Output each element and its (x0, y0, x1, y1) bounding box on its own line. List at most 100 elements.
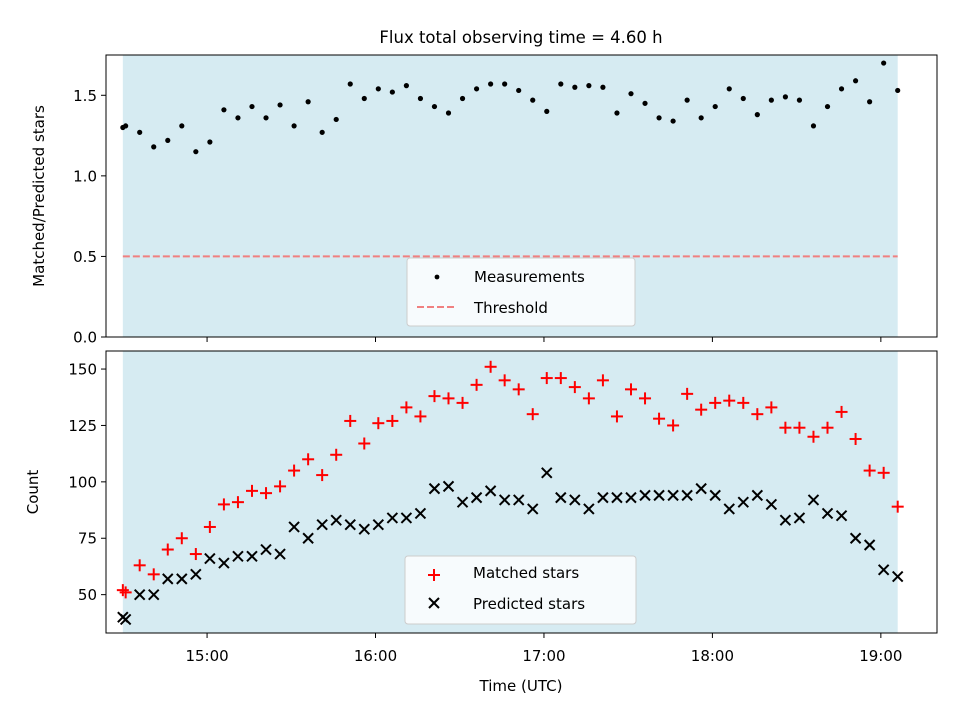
matched-star-point (217, 498, 230, 511)
predicted-star-point (190, 568, 202, 581)
predicted-star-point (133, 588, 146, 601)
matched-star-point (330, 448, 343, 461)
predicted-star-point (723, 503, 735, 515)
measurement-point (179, 123, 185, 129)
measurement-point (263, 115, 269, 121)
measurement-point (516, 87, 522, 94)
matched-star-point (245, 484, 258, 497)
predicted-star-point (470, 491, 483, 504)
predicted-star-point (877, 564, 890, 576)
predicted-star-point (288, 521, 300, 533)
measurement-point (151, 144, 157, 150)
measurement-point (473, 86, 480, 92)
matched-star-point (765, 401, 778, 414)
predicted-star-point (316, 519, 328, 531)
measurement-point (333, 116, 339, 123)
predicted-star-point (442, 480, 455, 493)
matched-star-point (316, 469, 329, 482)
matched-star-point (203, 520, 216, 533)
xtick-label: 15:00 (185, 647, 228, 665)
measurement-point (712, 103, 718, 110)
measurement-point (684, 97, 690, 103)
predicted-star-point (709, 489, 721, 502)
matched-star-point (723, 394, 736, 407)
xtick-label: 16:00 (354, 647, 397, 665)
measurement-point (740, 95, 746, 102)
count-panel-frame (105, 350, 938, 634)
matched-star-point (610, 410, 623, 423)
predicted-star-point (555, 491, 567, 504)
matched-star-point (737, 396, 750, 409)
measurement-point (389, 89, 395, 95)
chart-title: Flux total observing time = 4.60 h (379, 28, 662, 47)
predicted-star-point (681, 489, 693, 502)
matched-star-point (709, 396, 722, 409)
matched-star-point (428, 390, 441, 403)
ratio-legend: Measurements Threshold (406, 257, 636, 327)
bottom-ytick-label: 125 (68, 417, 97, 435)
measurement-point (347, 81, 353, 87)
top-ylabel: Matched/Predicted stars (30, 105, 48, 287)
measurement-point (403, 83, 409, 89)
measurement-point (810, 123, 817, 129)
matched-star-point (863, 464, 876, 477)
measurement-point (656, 115, 662, 121)
measurement-point (530, 97, 536, 103)
predicted-star-point (400, 512, 413, 524)
bottom-ylabel: Count (24, 470, 42, 515)
measurement-point (305, 99, 311, 105)
bottom-ytick-label: 150 (68, 361, 97, 379)
measurement-point (670, 118, 676, 124)
predicted-star-point (274, 548, 286, 560)
matched-star-point (835, 405, 848, 418)
matched-star-point (231, 496, 244, 509)
xtick-label: 19:00 (859, 647, 902, 665)
measurement-point (544, 108, 550, 114)
measurement-point (572, 84, 578, 90)
matched-star-point (639, 392, 652, 405)
matched-star-point (624, 383, 637, 396)
predicted-star-point (793, 512, 806, 524)
predicted-star-point (583, 503, 595, 515)
measurement-point (768, 97, 774, 103)
predicted-star-point (512, 494, 525, 506)
matched-star-point (274, 480, 287, 493)
bottom-ytick-label: 50 (78, 586, 97, 604)
matched-star-point (358, 437, 371, 450)
legend-matched-marker (428, 569, 440, 581)
matched-star-point (849, 432, 862, 445)
count-legend: Matched stars Predicted stars (404, 555, 637, 625)
matched-star-point (161, 543, 174, 556)
predicted-star-point (527, 503, 539, 515)
measurement-point (558, 81, 564, 87)
matched-star-point (540, 372, 553, 385)
matched-star-point (260, 487, 273, 500)
measurement-point (221, 107, 227, 113)
matched-star-point (779, 421, 792, 434)
measurement-point (488, 81, 494, 87)
predicted-star-point (246, 550, 258, 563)
legend-predicted-label: Predicted stars (473, 595, 585, 613)
predicted-star-point (204, 552, 216, 565)
matched-star-point (821, 421, 834, 434)
measurement-point (431, 103, 438, 110)
legend-predicted-marker (428, 597, 440, 609)
predicted-star-point (835, 509, 848, 522)
matched-star-point (695, 403, 708, 416)
measurement-point (123, 123, 129, 129)
predicted-star-point (260, 543, 272, 556)
measurement-point (319, 129, 325, 135)
matched-star-point (751, 408, 764, 421)
matched-star-point (653, 412, 666, 425)
matched-star-point (400, 401, 413, 414)
predicted-star-point (765, 498, 778, 511)
predicted-star-point (358, 523, 370, 535)
matched-star-point (116, 584, 129, 597)
legend-matched-label: Matched stars (473, 564, 579, 582)
predicted-star-point (849, 532, 862, 544)
predicted-star-point (176, 573, 188, 585)
xtick-label: 17:00 (522, 647, 565, 665)
matched-star-point (498, 374, 511, 387)
predicted-star-point (541, 467, 553, 479)
matched-star-point (147, 568, 160, 581)
